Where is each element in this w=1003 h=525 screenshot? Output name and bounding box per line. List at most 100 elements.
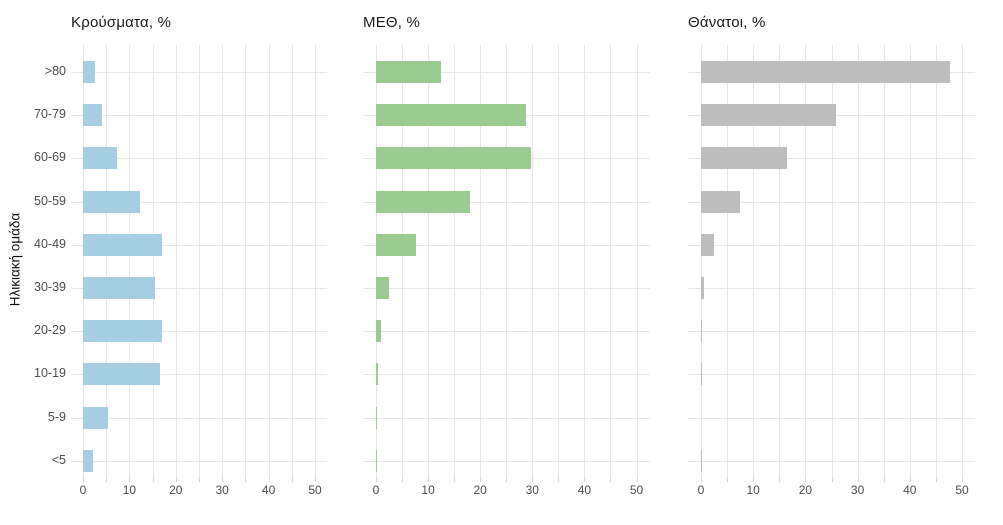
gridline-row-60-69 (688, 158, 975, 160)
bar-deaths-60-69 (701, 147, 787, 170)
y-tick-label: 10-19 (34, 366, 66, 381)
gridline-x-40 (268, 45, 270, 478)
gridline-row-<5 (71, 460, 327, 462)
bar-cases-50-59 (83, 190, 141, 213)
y-tick-label: 5-9 (47, 409, 66, 424)
gridline-x-50 (962, 45, 963, 478)
x-tick-mark (175, 478, 177, 482)
bar-icu-70-79 (376, 104, 527, 127)
x-tick-mark (268, 478, 270, 482)
x-tick-label: 0 (372, 483, 380, 497)
x-tick-mark (106, 478, 108, 482)
gridline-x-35 (245, 45, 247, 478)
gridline-x-40 (909, 45, 911, 478)
x-tick-mark (610, 478, 612, 482)
x-tick-label: 0 (697, 483, 705, 497)
plot-area-cases (71, 45, 327, 478)
gridline-row->80 (363, 72, 650, 73)
x-tick-mark (857, 478, 859, 482)
x-tick-mark (376, 478, 377, 482)
x-tick-mark (199, 478, 200, 482)
x-tick-mark (222, 478, 224, 482)
x-tick-label: 30 (215, 483, 229, 497)
x-tick-mark (962, 478, 963, 482)
gridline-row->80 (71, 72, 327, 73)
gridline-x-25 (831, 45, 833, 478)
x-tick-label: 0 (79, 483, 87, 497)
gridline-row-5-9 (688, 417, 975, 419)
gridline-x-50 (636, 45, 638, 478)
bar-icu-50-59 (376, 190, 470, 213)
gridline-row-40-49 (71, 244, 327, 246)
gridline-row-50-59 (71, 201, 327, 203)
gridline-x-10 (428, 45, 430, 478)
chart-title-cases: Κρούσματα, % (71, 14, 172, 31)
bar-deaths->80 (701, 61, 950, 83)
bar-deaths-30-39 (701, 277, 705, 299)
gridline-row-30-39 (71, 288, 327, 289)
gridline-row-20-29 (71, 331, 327, 333)
x-tick-label: 50 (308, 483, 322, 497)
x-tick-mark (584, 478, 586, 482)
y-tick-label: 30-39 (34, 280, 66, 294)
gridline-x-5 (727, 45, 729, 478)
gridline-x-5 (402, 45, 404, 478)
gridline-row-10-19 (688, 374, 975, 376)
x-tick-label: 40 (261, 483, 276, 497)
gridline-row-60-69 (71, 158, 327, 160)
x-tick-label: 20 (473, 483, 487, 497)
x-tick-mark (291, 478, 293, 482)
y-tick-label: >80 (44, 64, 66, 78)
x-tick-mark (558, 478, 560, 482)
gridline-row-5-9 (71, 417, 327, 419)
gridline-row-<5 (363, 460, 650, 462)
y-tick-label: 40-49 (34, 236, 66, 251)
gridline-x-15 (152, 45, 154, 478)
x-tick-mark (727, 478, 729, 482)
x-tick-mark (909, 478, 911, 482)
gridline-x-25 (506, 45, 508, 478)
x-tick-label: 50 (955, 483, 969, 497)
gridline-x-5 (106, 45, 108, 478)
x-tick-mark (506, 478, 508, 482)
x-tick-mark (831, 478, 833, 482)
gridline-x-45 (935, 45, 937, 478)
x-tick-label: 10 (421, 483, 435, 497)
gridline-row-50-59 (363, 201, 650, 203)
gridline-x-45 (610, 45, 612, 478)
bar-icu-60-69 (376, 147, 531, 170)
bar-cases->80 (83, 61, 96, 83)
gridline-x-15 (454, 45, 456, 478)
bar-deaths-40-49 (701, 233, 714, 256)
gridline-x-40 (584, 45, 586, 478)
gridline-row-30-39 (688, 288, 975, 289)
gridline-row-70-79 (71, 115, 327, 117)
gridline-x-0 (376, 45, 377, 478)
x-tick-mark (454, 478, 456, 482)
gridline-x-0 (83, 45, 84, 478)
gridline-x-20 (175, 45, 177, 478)
x-tick-mark (935, 478, 937, 482)
gridline-x-30 (532, 45, 534, 478)
x-tick-mark (701, 478, 702, 482)
bar-cases-30-39 (83, 277, 155, 299)
gridline-row-10-19 (71, 374, 327, 376)
gridline-x-30 (857, 45, 859, 478)
chart-title-deaths: Θάνατοι, % (688, 14, 766, 31)
x-tick-mark (315, 478, 316, 482)
bar-deaths-10-19 (701, 363, 703, 386)
y-tick-label: 50-59 (34, 193, 66, 208)
x-tick-label: 10 (746, 483, 760, 497)
gridline-x-35 (883, 45, 885, 478)
x-tick-label: 20 (169, 483, 183, 497)
x-tick-mark (129, 478, 131, 482)
bar-icu-5-9 (376, 406, 377, 429)
gridline-x-25 (199, 45, 200, 478)
gridline-row-30-39 (363, 288, 650, 289)
bar-cases-5-9 (83, 406, 109, 429)
chart-title-icu: ΜΕΘ, % (363, 14, 421, 31)
gridline-x-20 (805, 45, 807, 478)
x-tick-mark (83, 478, 84, 482)
x-tick-mark (245, 478, 247, 482)
